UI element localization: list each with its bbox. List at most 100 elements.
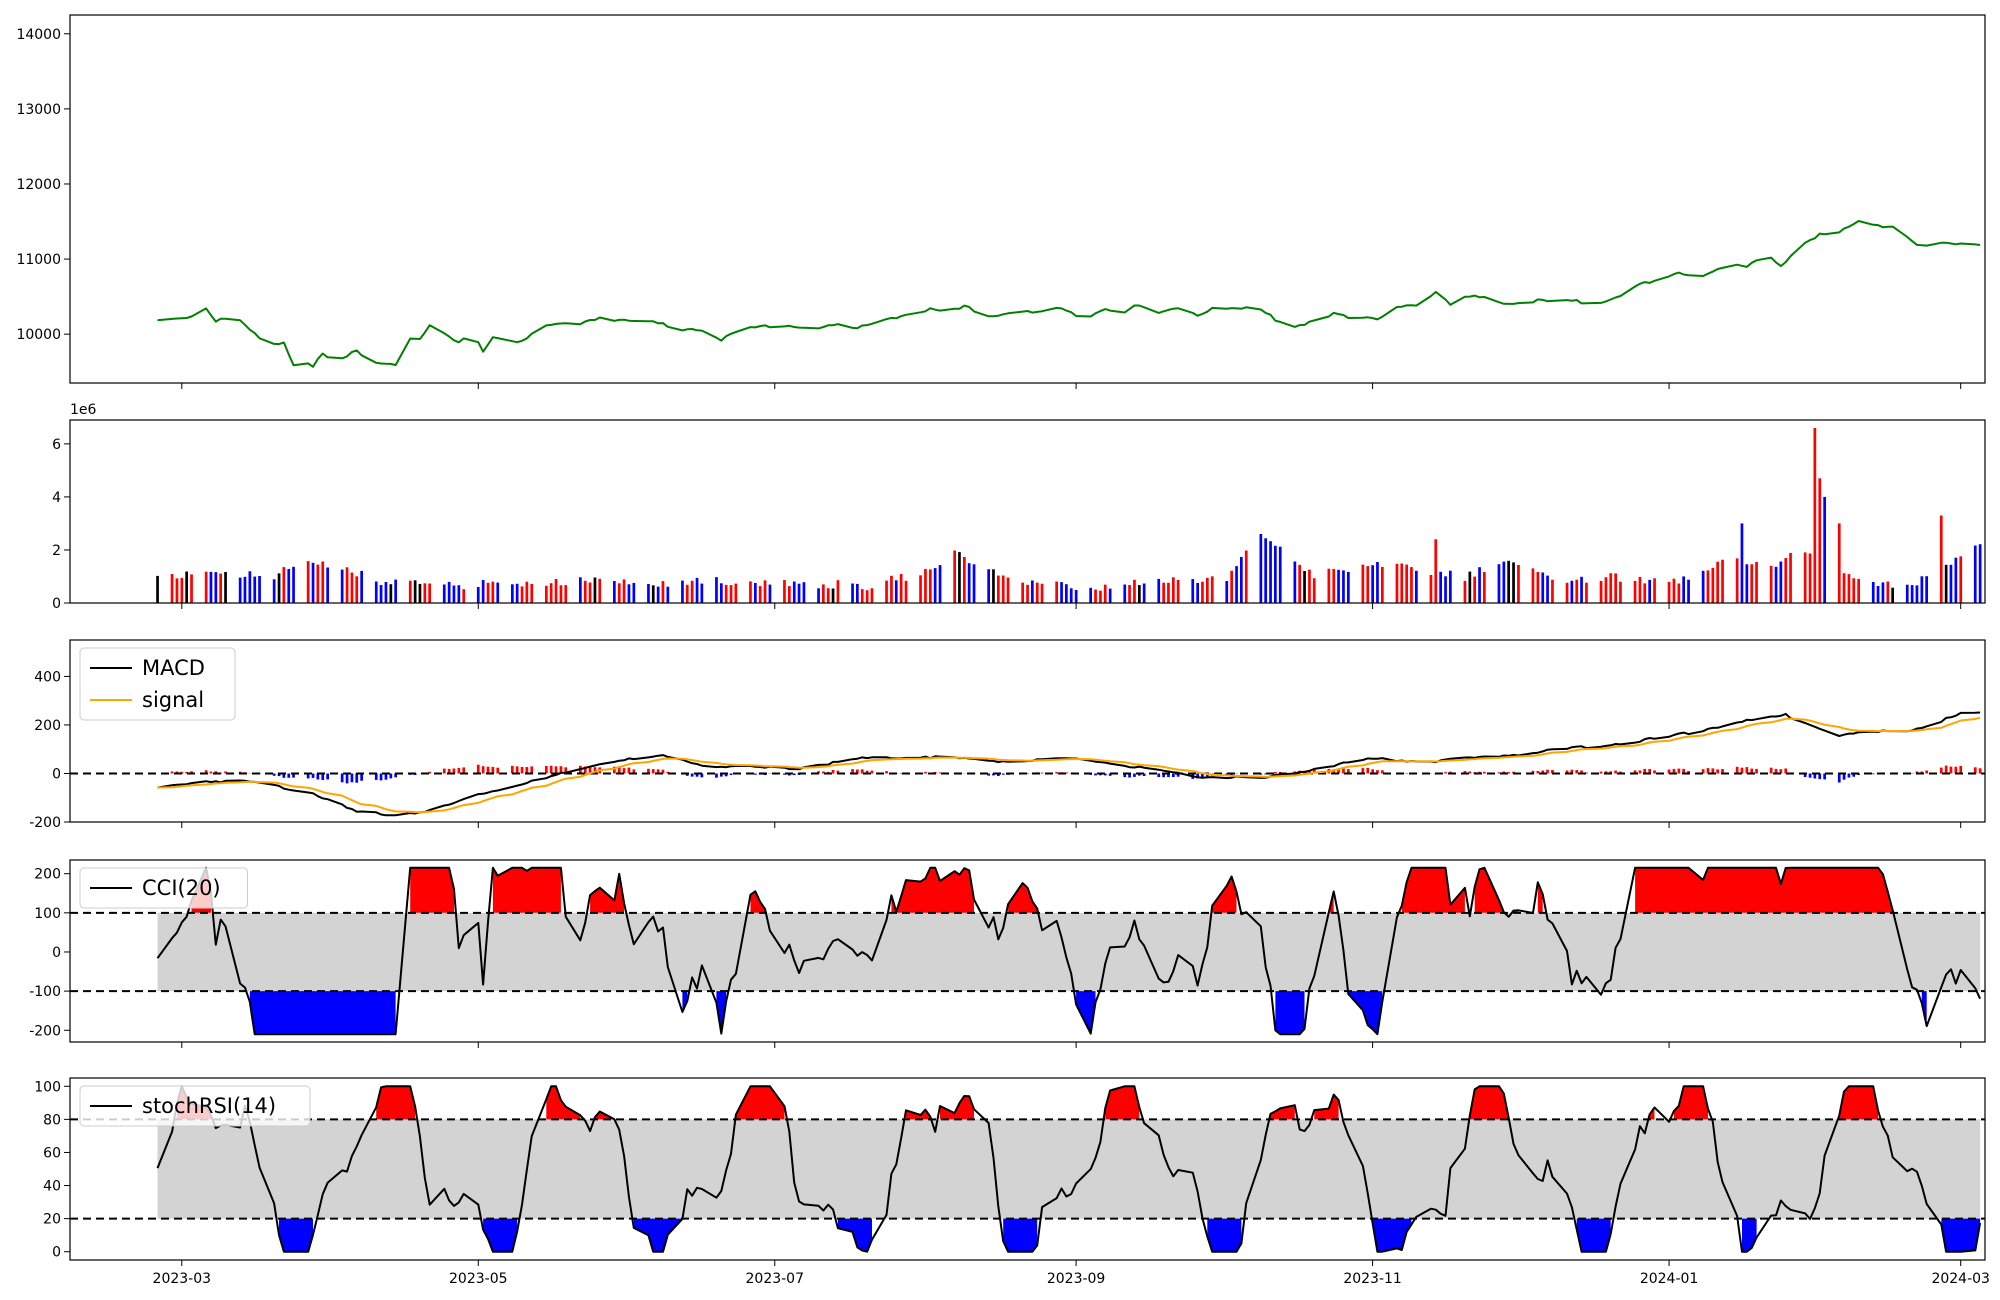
volume-ytick-label: 0 (52, 596, 61, 612)
macd-hist-bar (715, 773, 718, 778)
macd-hist-bar (613, 766, 616, 774)
volume-ytick-label: 6 (52, 437, 61, 453)
stoch-ytick-label: 40 (43, 1179, 61, 1195)
macd-hist-bar (462, 767, 466, 774)
macd-hist-bar (554, 766, 558, 774)
volume-bar (1366, 566, 1370, 603)
macd-hist-bar (1837, 773, 1841, 783)
volume-bar (632, 582, 636, 603)
volume-bar (1376, 562, 1379, 603)
volume-bar (1944, 564, 1948, 603)
macd-hist-bar (870, 770, 874, 774)
macd-hist-bar (1711, 768, 1715, 774)
volume-frame (69, 419, 1986, 604)
macd-hist-bar (1463, 771, 1467, 774)
stoch-under-fill (1576, 1218, 1611, 1252)
volume-bar (545, 585, 548, 603)
volume-bar (1789, 552, 1792, 603)
volume-bar (763, 580, 767, 603)
volume-bar (1230, 570, 1233, 603)
macd-hist-bar (224, 771, 227, 774)
x-tick-label: 2023-09 (1047, 1271, 1106, 1287)
cci-under-fill (249, 991, 396, 1035)
volume-bar (870, 588, 874, 603)
volume-bar (938, 565, 942, 603)
volume-bar (1643, 583, 1647, 603)
volume-bar (1978, 544, 1982, 603)
volume-bar (1264, 538, 1267, 603)
macd-hist-bar (1653, 770, 1656, 774)
volume-bar (1196, 583, 1199, 603)
macd-hist-bar (394, 773, 397, 778)
cci-over-fill (1537, 882, 1543, 913)
macd-hist-bar (1055, 772, 1058, 774)
macd-hist-bar (350, 773, 354, 783)
volume-bar (1871, 582, 1875, 603)
macd-hist-bar (987, 773, 990, 776)
volume-bar (1176, 579, 1180, 603)
macd-hist-bar (661, 769, 665, 774)
x-tick-label: 2024-01 (1640, 1271, 1699, 1287)
macd-hist-bar (1604, 771, 1608, 774)
volume-bar (379, 585, 383, 603)
macd-hist-bar (617, 767, 621, 774)
volume-bar (1035, 582, 1039, 603)
macd-hist-bar (1483, 771, 1486, 774)
volume-bar (1667, 581, 1671, 603)
volume-bar (374, 581, 378, 603)
macd-hist-bar (1138, 773, 1141, 776)
stoch-under-fill (1207, 1218, 1242, 1252)
legend-label: signal (142, 688, 204, 712)
cci-ytick-label: 200 (34, 867, 61, 883)
legend-box (79, 867, 248, 909)
volume-bar (1006, 577, 1010, 603)
macd-ytick-label: 200 (34, 718, 61, 734)
cci-under-fill (682, 991, 688, 1012)
cci-under-fill (1348, 991, 1383, 1035)
macd-hist-bar (666, 771, 670, 774)
macd-hist-bar (1944, 765, 1948, 774)
volume-bar (817, 588, 820, 603)
macd-hist-bar (997, 773, 1000, 776)
macd-hist-bar (1769, 767, 1773, 774)
macd-hist-bar (1342, 768, 1345, 774)
volume-bar (394, 579, 397, 603)
volume-bar (1585, 582, 1588, 603)
stochrsi-panel: 0 20 40 60 80 100 stochRSI(14) 2023-03 2023-05 20… (34, 1077, 1990, 1287)
volume-bar (1852, 578, 1856, 603)
macd-hist-bar (185, 771, 188, 774)
macd-hist-bar (1774, 768, 1778, 774)
macd-hist-bar (277, 773, 281, 777)
stochrsi-line (156, 1085, 1982, 1253)
macd-hist-bar (1468, 771, 1472, 774)
volume-bar (1706, 570, 1710, 603)
volume-bar (175, 578, 179, 603)
volume-bar (1774, 566, 1778, 603)
macd-hist-bar (1614, 770, 1617, 774)
volume-bar (715, 577, 718, 603)
volume-bar (1278, 546, 1282, 603)
volume-bar (1060, 582, 1063, 603)
volume-bar (593, 577, 597, 603)
stoch-ytick-label: 80 (43, 1112, 61, 1128)
volume-bar (258, 576, 261, 603)
macd-hist-bar (452, 768, 456, 774)
macd-hist-bar (1648, 769, 1651, 774)
macd-hist-bar (476, 764, 480, 774)
macd-line (157, 711, 1981, 817)
volume-bar (282, 567, 286, 603)
volume-bar (1779, 561, 1783, 603)
macd-hist-bar (695, 773, 699, 777)
volume-bar (651, 585, 655, 603)
macd-hist-bar (1361, 768, 1365, 774)
volume-bar (408, 580, 412, 603)
volume-bar (1915, 585, 1919, 603)
macd-hist-bar (1312, 769, 1316, 774)
volume-bar (1638, 576, 1642, 603)
volume-bar (1677, 583, 1681, 603)
volume-bar (1021, 582, 1024, 603)
macd-hist-bar (1264, 773, 1267, 775)
volume-bar (1755, 561, 1758, 603)
macd-hist-bar (457, 767, 461, 774)
volume-bar (1546, 575, 1549, 603)
